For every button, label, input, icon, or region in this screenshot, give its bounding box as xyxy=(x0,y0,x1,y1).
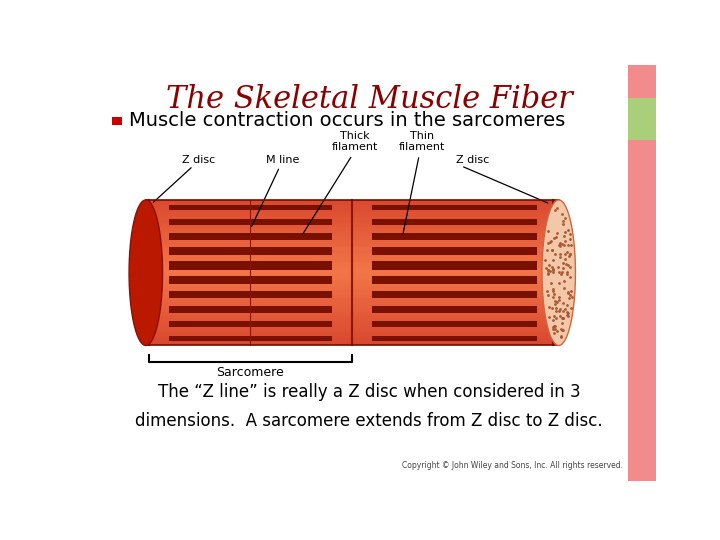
Bar xyxy=(372,291,537,299)
Bar xyxy=(145,299,559,302)
Bar xyxy=(145,285,559,287)
Bar xyxy=(169,205,332,210)
Bar xyxy=(145,214,559,217)
Bar xyxy=(145,212,559,214)
Bar xyxy=(145,234,559,237)
Bar xyxy=(372,247,537,255)
Text: Copyright © John Wiley and Sons, Inc. All rights reserved.: Copyright © John Wiley and Sons, Inc. Al… xyxy=(402,461,623,470)
Bar xyxy=(145,205,559,207)
Bar xyxy=(372,275,537,285)
Bar xyxy=(145,258,559,261)
Bar xyxy=(145,200,559,202)
Bar xyxy=(145,275,559,278)
Bar xyxy=(145,261,559,263)
Polygon shape xyxy=(129,200,163,346)
Bar xyxy=(145,321,559,323)
Bar xyxy=(145,227,559,229)
Bar xyxy=(169,247,332,255)
Bar xyxy=(145,292,559,294)
Bar xyxy=(372,233,537,240)
Bar xyxy=(145,232,559,234)
Text: The Skeletal Muscle Fiber: The Skeletal Muscle Fiber xyxy=(166,84,572,114)
Bar xyxy=(145,282,559,285)
Bar xyxy=(169,336,332,341)
Bar xyxy=(145,239,559,241)
Bar xyxy=(145,331,559,333)
Bar xyxy=(145,297,559,299)
Bar xyxy=(145,302,559,304)
Bar xyxy=(629,98,657,140)
Bar xyxy=(145,219,559,222)
Bar xyxy=(145,294,559,297)
Bar xyxy=(145,333,559,336)
Bar xyxy=(372,321,537,327)
Bar xyxy=(145,268,559,271)
Bar xyxy=(145,336,559,338)
Bar xyxy=(169,306,332,313)
Bar xyxy=(145,202,559,205)
Bar xyxy=(145,210,559,212)
Text: M line: M line xyxy=(266,154,300,165)
Bar xyxy=(169,219,332,225)
Bar xyxy=(145,304,559,307)
Bar xyxy=(169,321,332,327)
Bar xyxy=(145,278,559,280)
Bar xyxy=(145,248,559,251)
Text: Muscle contraction occurs in the sarcomeres: Muscle contraction occurs in the sarcome… xyxy=(129,111,565,131)
Bar xyxy=(372,205,537,210)
Bar xyxy=(145,263,559,266)
Bar xyxy=(145,328,559,331)
Bar xyxy=(145,338,559,341)
Bar xyxy=(372,261,537,270)
Text: Thick
filament: Thick filament xyxy=(332,131,378,152)
Bar xyxy=(145,343,559,346)
Bar xyxy=(145,217,559,219)
Bar xyxy=(145,246,559,248)
Bar xyxy=(145,289,559,292)
Bar xyxy=(145,244,559,246)
Bar xyxy=(372,219,537,225)
Text: Z disc: Z disc xyxy=(182,154,215,165)
Text: dimensions.  A sarcomere extends from Z disc to Z disc.: dimensions. A sarcomere extends from Z d… xyxy=(135,412,603,430)
Bar xyxy=(145,237,559,239)
Bar xyxy=(629,65,657,481)
Bar xyxy=(372,306,537,313)
Bar xyxy=(169,261,332,270)
Text: The “Z line” is really a Z disc when considered in 3: The “Z line” is really a Z disc when con… xyxy=(158,383,580,401)
Bar xyxy=(145,266,559,268)
Bar xyxy=(145,273,559,275)
Bar xyxy=(372,336,537,341)
Bar xyxy=(145,229,559,232)
Text: Sarcomere: Sarcomere xyxy=(217,366,284,379)
Bar xyxy=(145,207,559,210)
Bar xyxy=(145,341,559,343)
Bar xyxy=(145,280,559,282)
Bar xyxy=(145,287,559,289)
Bar xyxy=(169,275,332,285)
Bar xyxy=(145,319,559,321)
Bar xyxy=(112,117,122,125)
Bar xyxy=(145,253,559,256)
Bar xyxy=(145,326,559,328)
Bar xyxy=(145,316,559,319)
Bar xyxy=(145,251,559,253)
Bar xyxy=(145,222,559,224)
Bar xyxy=(145,307,559,309)
Bar xyxy=(169,233,332,240)
Bar xyxy=(145,309,559,312)
Bar xyxy=(145,314,559,316)
Bar xyxy=(145,256,559,258)
Bar xyxy=(145,323,559,326)
Bar xyxy=(169,291,332,299)
Bar xyxy=(145,241,559,244)
Bar xyxy=(145,271,559,273)
Text: Z disc: Z disc xyxy=(456,154,489,165)
Bar xyxy=(145,224,559,227)
Polygon shape xyxy=(542,200,575,346)
Bar xyxy=(145,312,559,314)
Text: Thin
filament: Thin filament xyxy=(399,131,445,152)
